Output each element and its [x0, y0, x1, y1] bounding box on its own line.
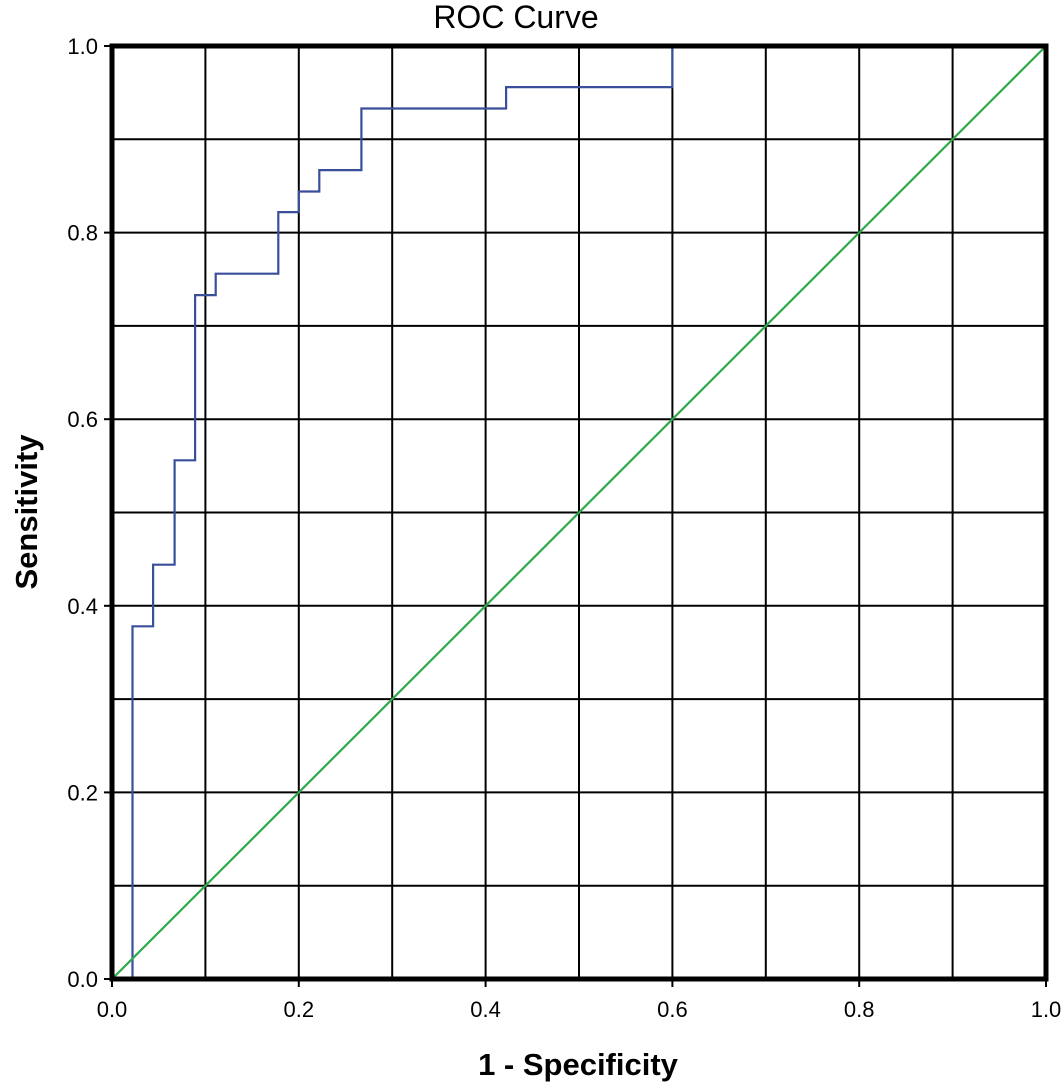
- y-axis-label: Sensitivity: [9, 434, 44, 590]
- chart-title: ROC Curve: [433, 0, 598, 35]
- y-tick-label: 0.2: [67, 780, 98, 805]
- x-tick-label: 0.6: [657, 997, 688, 1022]
- y-tick-label: 0.4: [67, 594, 98, 619]
- plot-frame: [109, 43, 1049, 982]
- y-tick-label: 0.0: [67, 967, 98, 992]
- tick-labels: 0.0 0.2 0.4 0.6 0.8 1.0 0.0 0.2 0.4 0.6 0.8 1.0: [67, 34, 1061, 1022]
- y-tick-label: 0.6: [67, 407, 98, 432]
- roc-curve-line: [112, 44, 1046, 981]
- x-axis-label: 1 - Specificity: [478, 1047, 679, 1082]
- x-tick-label: 1.0: [1031, 997, 1062, 1022]
- y-tick-label: 0.8: [67, 221, 98, 246]
- series-group: [111, 44, 1047, 981]
- y-tick-label: 1.0: [67, 34, 98, 59]
- x-tick-label: 0.4: [470, 997, 501, 1022]
- x-tick-label: 0.0: [97, 997, 128, 1022]
- reference-diagonal-line: [111, 45, 1047, 980]
- grid: [112, 46, 1046, 979]
- x-tick-label: 0.2: [284, 997, 315, 1022]
- x-tick-label: 0.8: [844, 997, 875, 1022]
